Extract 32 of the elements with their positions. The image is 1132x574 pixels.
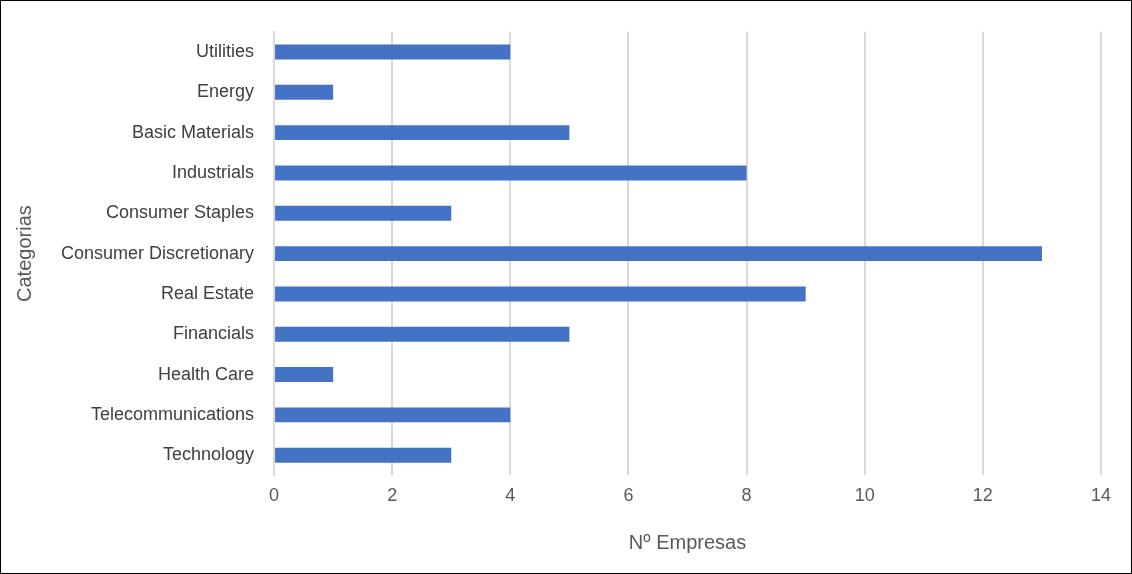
y-tick-label: Real Estate	[161, 282, 255, 303]
y-tick-label: Energy	[197, 81, 255, 102]
x-tick-label: 2	[387, 485, 398, 506]
bar	[275, 165, 747, 181]
x-tick-label: 8	[741, 485, 752, 506]
bar	[275, 326, 570, 342]
bar	[275, 125, 570, 141]
bar	[275, 84, 334, 100]
y-tick-label: Consumer Discretionary	[61, 242, 255, 263]
y-tick-label: Financials	[173, 323, 255, 344]
y-axis-title: Categorias	[12, 205, 35, 302]
x-tick-label: 0	[269, 485, 280, 506]
x-tick-label: 4	[505, 485, 516, 506]
x-tick-label: 14	[1090, 485, 1112, 506]
bar	[275, 205, 452, 221]
bar	[275, 44, 511, 60]
bar	[275, 246, 1042, 262]
y-tick-label: Technology	[162, 444, 255, 465]
y-tick-label: Industrials	[172, 161, 255, 182]
x-tick-label: 12	[972, 485, 993, 506]
bar	[275, 367, 334, 383]
bar	[275, 407, 511, 423]
y-tick-label: Telecommunications	[90, 403, 255, 424]
x-axis-title: Nº Empresas	[628, 530, 747, 553]
y-tick-label: Basic Materials	[132, 121, 255, 142]
bar	[275, 286, 806, 302]
y-tick-label: Consumer Staples	[105, 202, 255, 223]
y-tick-label: Utilities	[196, 40, 255, 61]
y-tick-label: Health Care	[158, 363, 255, 384]
bar	[275, 447, 452, 463]
x-tick-label: 6	[623, 485, 634, 506]
x-tick-label: 10	[854, 485, 875, 506]
